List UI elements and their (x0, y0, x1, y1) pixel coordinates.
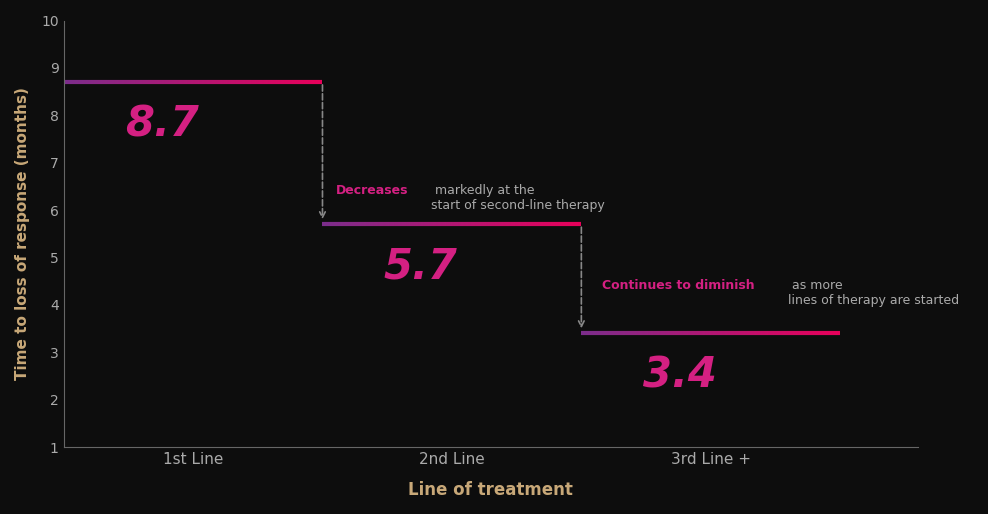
Text: 8.7: 8.7 (125, 103, 199, 145)
Text: 3.4: 3.4 (643, 355, 716, 397)
Y-axis label: Time to loss of response (months): Time to loss of response (months) (15, 87, 30, 380)
Text: markedly at the
start of second-line therapy: markedly at the start of second-line the… (431, 184, 605, 212)
X-axis label: Line of treatment: Line of treatment (408, 481, 573, 499)
Text: Decreases: Decreases (335, 184, 408, 197)
Text: Continues to diminish: Continues to diminish (602, 279, 755, 292)
Text: as more
lines of therapy are started: as more lines of therapy are started (788, 279, 959, 307)
Text: 5.7: 5.7 (384, 246, 457, 288)
